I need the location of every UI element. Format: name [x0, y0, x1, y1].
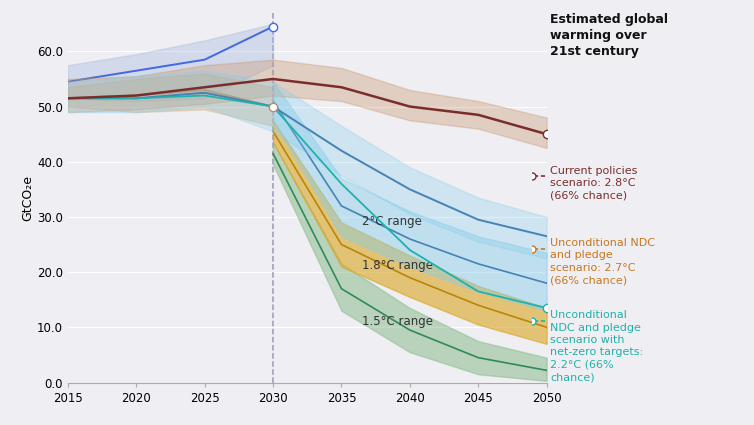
Text: 1.5°C range: 1.5°C range	[362, 314, 433, 328]
Text: Unconditional NDC
and pledge
scenario: 2.7°C
(66% chance): Unconditional NDC and pledge scenario: 2…	[550, 238, 655, 285]
Text: 1.8°C range: 1.8°C range	[362, 259, 433, 272]
Text: Current policies
scenario: 2.8°C
(66% chance): Current policies scenario: 2.8°C (66% ch…	[550, 166, 638, 201]
Y-axis label: GtCO₂e: GtCO₂e	[21, 175, 34, 221]
Text: 2°C range: 2°C range	[362, 215, 421, 228]
Text: Estimated global
warming over
21st century: Estimated global warming over 21st centu…	[550, 13, 668, 58]
Text: Unconditional
NDC and pledge
scenario with
net-zero targets:
2.2°C (66%
chance): Unconditional NDC and pledge scenario wi…	[550, 310, 644, 382]
